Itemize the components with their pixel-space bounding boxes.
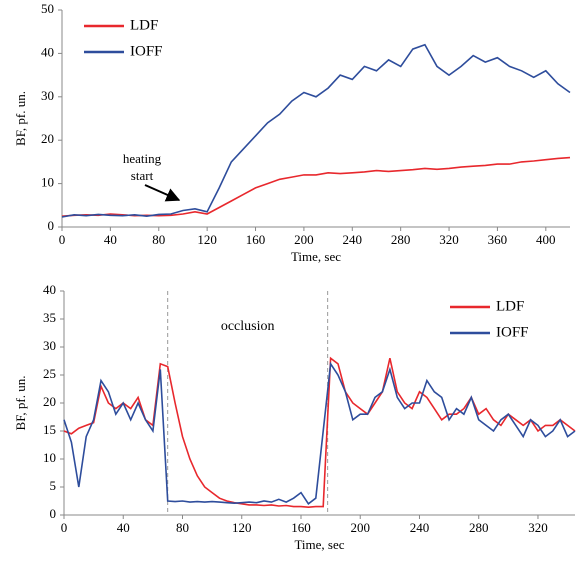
y-tick-label: 10 [41,175,54,190]
x-tick-label: 40 [104,232,117,247]
y-tick-label: 0 [48,218,55,233]
x-tick-label: 160 [291,520,311,535]
annotation-arrow [144,184,181,202]
x-tick-label: 320 [439,232,459,247]
y-tick-label: 25 [43,366,56,381]
chart: 0 5 10 15 20 25 30 35 40 0 40 80 120 160 200 240 280 320 T… [13,282,576,552]
y-tick-label: 20 [43,394,56,409]
y-tick-label: 40 [43,282,56,297]
x-axis-label: Time, sec [294,537,344,552]
y-tick-label: 10 [43,450,56,465]
x-tick-label: 40 [117,520,130,535]
series-line [61,43,571,218]
series-line [63,356,576,509]
series-line [63,361,576,505]
y-tick-label: 50 [41,1,54,16]
x-tick-label: 280 [469,520,489,535]
x-tick-label: 80 [152,232,165,247]
x-tick-label: 280 [391,232,411,247]
series-line [61,156,571,217]
x-tick-label: 400 [536,232,556,247]
chart: 0 10 20 30 40 50 0 40 80 120 160 200 240 280 320 360 400… [13,1,571,264]
x-tick-label: 240 [410,520,430,535]
legend-label: LDF [496,298,524,314]
x-tick-label: 0 [61,520,68,535]
annotation: occlusion [221,319,275,334]
y-axis-label: BF, pf. un. [13,376,28,431]
x-tick-label: 120 [232,520,252,535]
legend-label: IOFF [130,43,163,59]
legend-label: IOFF [496,324,529,340]
x-tick-label: 320 [528,520,548,535]
y-tick-label: 0 [50,506,57,521]
x-tick-label: 80 [176,520,189,535]
x-tick-label: 160 [246,232,266,247]
x-axis-label: Time, sec [291,249,341,264]
y-tick-label: 5 [50,478,57,493]
y-tick-label: 30 [41,88,54,103]
annotation: heating [123,151,162,166]
x-tick-label: 120 [197,232,217,247]
x-tick-label: 240 [343,232,363,247]
x-tick-label: 200 [294,232,314,247]
x-tick-label: 0 [59,232,66,247]
x-tick-label: 200 [350,520,370,535]
legend-label: LDF [130,17,158,33]
y-tick-label: 30 [43,338,56,353]
y-tick-label: 40 [41,44,54,59]
y-tick-label: 35 [43,310,56,325]
annotation: start [131,168,154,183]
y-axis-label: BF, pf. un. [13,91,28,146]
y-tick-label: 20 [41,131,54,146]
y-tick-label: 15 [43,422,56,437]
x-tick-label: 360 [488,232,508,247]
